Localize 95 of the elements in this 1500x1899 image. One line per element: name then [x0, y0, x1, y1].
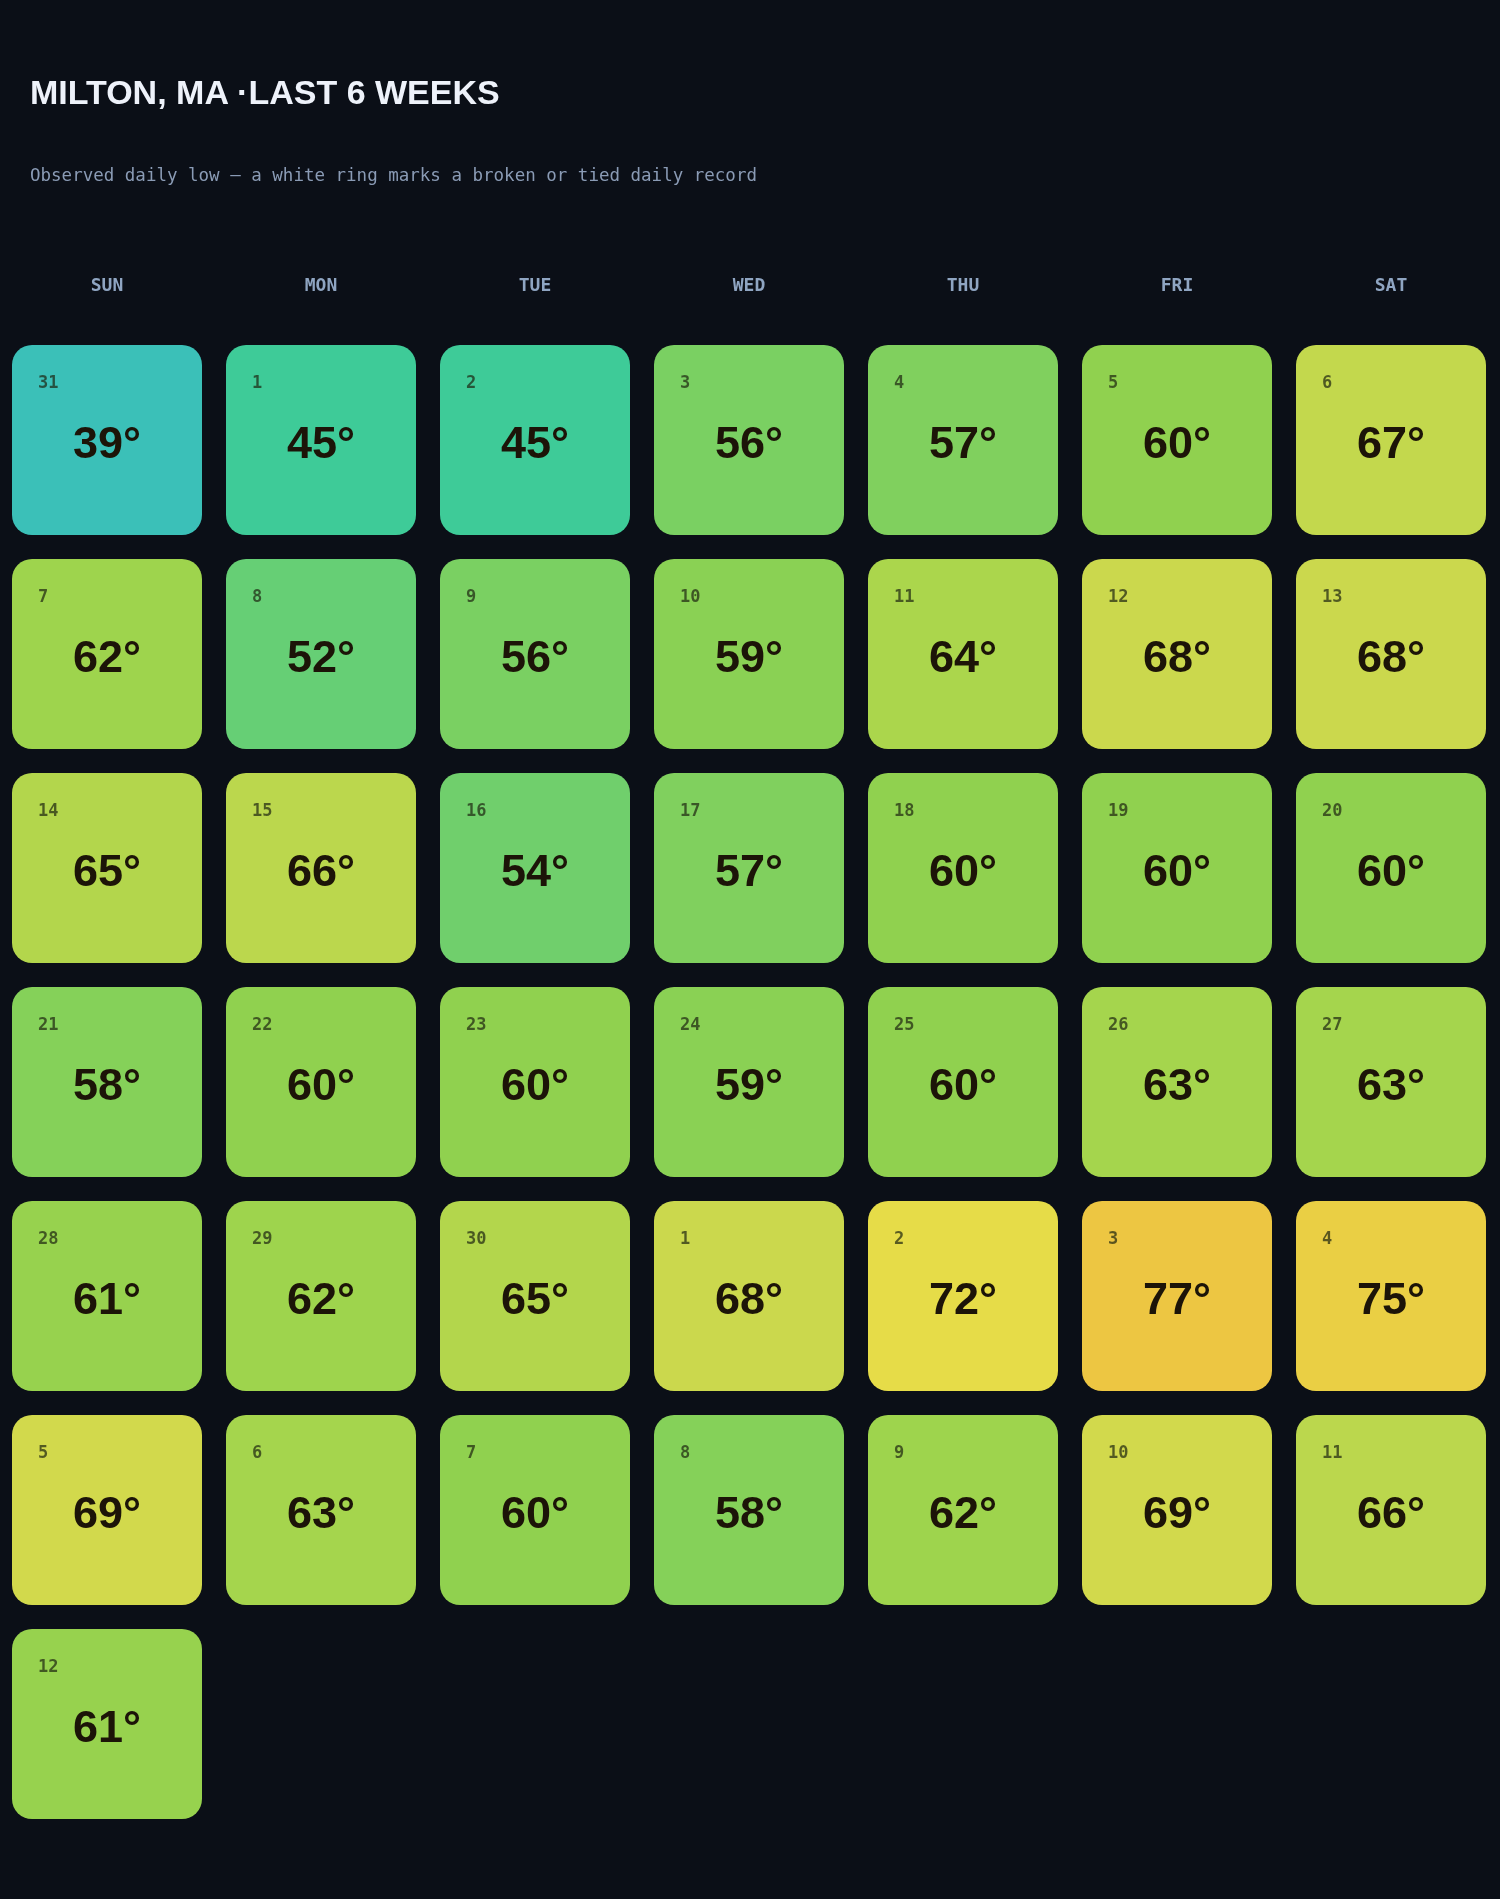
data-label: 60°	[928, 845, 998, 896]
data-label: 63°	[1356, 1059, 1426, 1110]
data-label: 45°	[286, 417, 356, 468]
annotation: 10	[1108, 1442, 1129, 1462]
data-label: 57°	[928, 417, 998, 468]
data-label: 60°	[286, 1059, 356, 1110]
data-label: 66°	[286, 845, 356, 896]
data-label: 59°	[714, 1059, 784, 1110]
annotation: 6	[1322, 372, 1333, 392]
annotation: 18	[894, 800, 915, 820]
annotation: 24	[680, 1014, 701, 1034]
annotation: 28	[38, 1228, 59, 1248]
annotation: 23	[466, 1014, 487, 1034]
data-label: 57°	[714, 845, 784, 896]
data-label: 60°	[1142, 845, 1212, 896]
data-label: 68°	[1356, 631, 1426, 682]
annotation: 2	[466, 372, 477, 392]
annotation: 9	[894, 1442, 905, 1462]
annotation: 30	[466, 1228, 487, 1248]
annotation: 12	[38, 1656, 59, 1676]
data-label: 67°	[1356, 417, 1426, 468]
annotation: 19	[1108, 800, 1129, 820]
annotation: 16	[466, 800, 487, 820]
data-label: 60°	[928, 1059, 998, 1110]
data-label: 65°	[72, 845, 142, 896]
annotation: 25	[894, 1014, 915, 1034]
data-label: 69°	[1142, 1487, 1212, 1538]
annotation: 31	[38, 372, 59, 392]
annotation: 7	[466, 1442, 477, 1462]
annotation: 9	[466, 586, 477, 606]
annotation: 1	[252, 372, 263, 392]
x-tick-label: WED	[732, 274, 766, 295]
annotation: 6	[252, 1442, 263, 1462]
data-label: 77°	[1142, 1273, 1212, 1324]
data-label: 72°	[928, 1273, 998, 1324]
data-label: 60°	[1356, 845, 1426, 896]
annotation: 4	[894, 372, 905, 392]
data-label: 61°	[72, 1273, 142, 1324]
x-tick-label: THU	[946, 274, 980, 295]
annotation: 13	[1322, 586, 1343, 606]
annotation: 7	[38, 586, 49, 606]
data-label: 62°	[72, 631, 142, 682]
annotation: 11	[894, 586, 915, 606]
annotation: 4	[1322, 1228, 1333, 1248]
annotation: 5	[38, 1442, 49, 1462]
x-tick-label: SUN	[90, 274, 124, 295]
annotation: 5	[1108, 372, 1119, 392]
data-label: 56°	[500, 631, 570, 682]
data-label: 66°	[1356, 1487, 1426, 1538]
annotation: 20	[1322, 800, 1343, 820]
data-label: 65°	[500, 1273, 570, 1324]
data-label: 39°	[72, 417, 142, 468]
annotation: 2	[894, 1228, 905, 1248]
data-label: 63°	[1142, 1059, 1212, 1110]
annotation: 1	[680, 1228, 691, 1248]
annotation: 27	[1322, 1014, 1343, 1034]
x-tick-label: SAT	[1374, 274, 1408, 295]
data-label: 69°	[72, 1487, 142, 1538]
x-tick-label: TUE	[518, 274, 552, 295]
annotation: 29	[252, 1228, 273, 1248]
data-label: 60°	[500, 1059, 570, 1110]
data-label: 61°	[72, 1701, 142, 1752]
chart-title: MILTON, MA ·LAST 6 WEEKS	[30, 73, 500, 111]
annotation: 11	[1322, 1442, 1343, 1462]
data-label: 75°	[1356, 1273, 1426, 1324]
annotation: 22	[252, 1014, 273, 1034]
chart-subtitle: Observed daily low — a white ring marks a broken or tied daily record	[30, 165, 757, 185]
data-label: 63°	[286, 1487, 356, 1538]
x-tick-label: MON	[304, 274, 338, 295]
data-label: 58°	[72, 1059, 142, 1110]
data-label: 56°	[714, 417, 784, 468]
data-label: 62°	[286, 1273, 356, 1324]
annotation: 8	[252, 586, 263, 606]
data-label: 64°	[928, 631, 998, 682]
annotation: 12	[1108, 586, 1129, 606]
annotation: 26	[1108, 1014, 1129, 1034]
data-label: 60°	[500, 1487, 570, 1538]
x-tick-label: FRI	[1160, 274, 1194, 295]
data-label: 59°	[714, 631, 784, 682]
annotation: 10	[680, 586, 701, 606]
data-label: 54°	[500, 845, 570, 896]
data-label: 52°	[286, 631, 356, 682]
annotation: 15	[252, 800, 273, 820]
annotation: 8	[680, 1442, 691, 1462]
data-label: 68°	[714, 1273, 784, 1324]
annotation: 3	[1108, 1228, 1119, 1248]
annotation: 14	[38, 800, 59, 820]
data-label: 60°	[1142, 417, 1212, 468]
data-label: 45°	[500, 417, 570, 468]
annotation: 21	[38, 1014, 59, 1034]
annotation: 3	[680, 372, 691, 392]
data-label: 68°	[1142, 631, 1212, 682]
data-label: 62°	[928, 1487, 998, 1538]
annotation: 17	[680, 800, 701, 820]
data-label: 58°	[714, 1487, 784, 1538]
